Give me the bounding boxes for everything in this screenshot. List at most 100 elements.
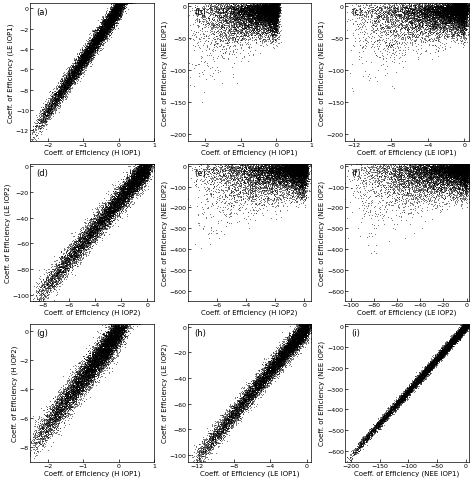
Point	[140, 160, 148, 168]
Point	[232, 8, 240, 16]
Point	[252, 178, 259, 186]
Point	[82, 54, 90, 61]
Point	[433, 356, 441, 363]
Point	[464, 167, 471, 175]
Point	[447, 20, 454, 27]
Point	[80, 55, 88, 63]
Point	[269, 31, 276, 38]
Point	[456, 328, 464, 336]
Point	[461, 162, 469, 170]
Point	[447, 336, 454, 343]
Point	[270, 1, 277, 9]
Point	[432, 179, 439, 186]
Point	[87, 371, 94, 379]
Point	[114, 328, 122, 336]
Point	[129, 174, 137, 182]
Point	[79, 62, 86, 70]
Point	[279, 166, 287, 174]
Point	[63, 79, 70, 87]
Point	[195, 35, 202, 42]
Point	[265, 170, 272, 178]
Point	[265, 6, 272, 13]
Point	[398, 183, 406, 191]
Point	[263, 166, 270, 174]
Point	[259, 5, 267, 12]
Point	[449, 6, 456, 13]
Point	[100, 345, 108, 352]
Point	[110, 202, 117, 210]
Point	[422, 4, 429, 12]
Point	[399, 391, 407, 399]
Point	[401, 390, 409, 398]
Point	[100, 22, 108, 30]
Point	[298, 325, 306, 333]
Point	[210, 183, 218, 191]
Point	[90, 366, 98, 374]
Point	[265, 9, 273, 17]
Point	[278, 350, 285, 358]
Point	[269, 18, 276, 25]
Point	[292, 195, 300, 203]
Point	[236, 10, 244, 17]
Point	[462, 322, 470, 329]
Point	[109, 340, 117, 348]
Point	[464, 160, 472, 168]
Point	[447, 336, 455, 344]
Point	[88, 40, 96, 48]
Point	[120, 0, 127, 8]
Point	[246, 386, 254, 394]
Point	[398, 395, 406, 403]
Point	[403, 8, 410, 15]
Point	[191, 2, 198, 10]
Point	[55, 97, 63, 105]
Point	[444, 12, 451, 19]
Point	[430, 180, 438, 188]
Point	[450, 166, 457, 174]
Point	[438, 347, 446, 355]
Point	[74, 378, 81, 386]
Point	[133, 165, 140, 173]
Point	[113, 328, 120, 336]
Point	[138, 160, 146, 168]
Point	[81, 51, 88, 59]
Point	[275, 0, 282, 8]
Point	[447, 165, 454, 172]
Point	[72, 241, 79, 249]
Point	[463, 5, 471, 13]
Point	[286, 169, 293, 177]
Point	[241, 20, 249, 28]
Point	[82, 236, 89, 244]
Point	[453, 336, 461, 343]
Point	[445, 15, 452, 23]
Point	[96, 363, 104, 371]
Point	[298, 171, 305, 179]
Point	[88, 43, 95, 51]
Point	[232, 409, 240, 417]
Point	[111, 326, 118, 334]
Point	[61, 79, 69, 86]
Point	[445, 4, 453, 12]
Point	[295, 161, 303, 169]
Point	[113, 6, 121, 13]
Point	[301, 323, 308, 331]
Point	[293, 344, 301, 351]
Point	[78, 369, 86, 377]
Point	[299, 188, 307, 196]
Point	[103, 23, 111, 30]
Point	[246, 14, 254, 22]
Point	[92, 216, 100, 224]
Point	[284, 168, 291, 175]
Point	[439, 5, 447, 12]
Point	[140, 167, 148, 175]
Point	[442, 7, 450, 14]
Point	[272, 3, 279, 11]
Point	[288, 337, 295, 345]
Point	[115, 0, 123, 8]
Point	[426, 1, 434, 9]
Point	[201, 444, 208, 451]
Point	[269, 20, 277, 28]
Point	[266, 1, 273, 9]
Point	[82, 375, 90, 383]
Point	[301, 160, 308, 168]
Point	[96, 220, 104, 228]
